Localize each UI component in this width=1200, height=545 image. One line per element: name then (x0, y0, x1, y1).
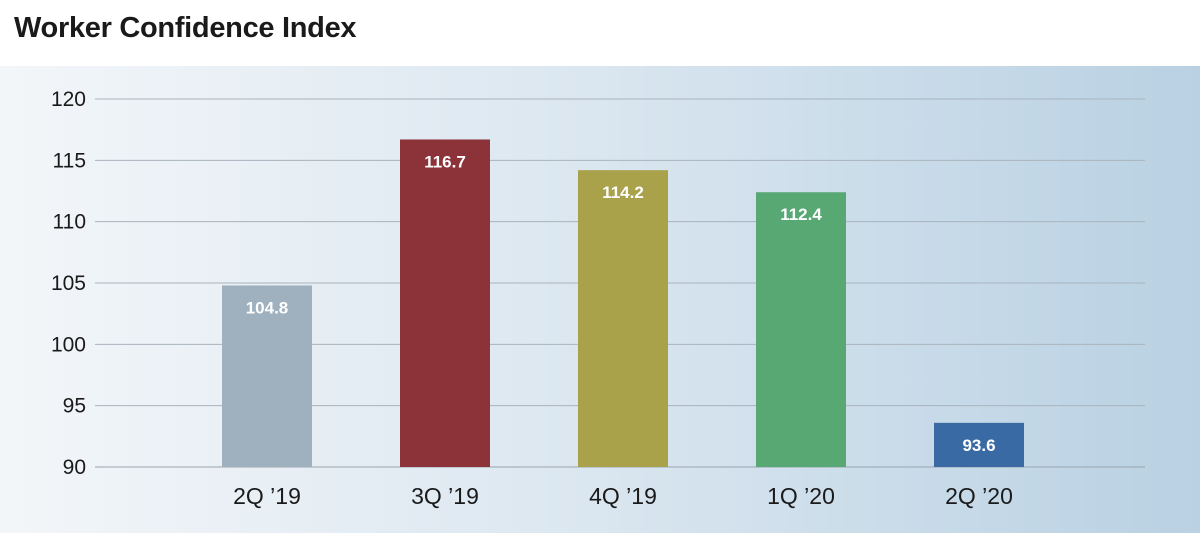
y-tick-label: 115 (53, 149, 86, 172)
x-category-label: 3Q ’19 (411, 483, 479, 509)
bar-value-label: 112.4 (780, 205, 822, 224)
bar (934, 422, 1024, 467)
bar (400, 139, 490, 468)
chart-title: Worker Confidence Index (14, 12, 357, 44)
bar-value-label: 104.8 (246, 298, 289, 317)
y-tick-label: 120 (51, 88, 86, 111)
y-tick-label: 95 (63, 395, 86, 418)
bar-value-label: 116.7 (424, 152, 466, 171)
bar (578, 170, 668, 467)
y-tick-label: 110 (53, 211, 86, 234)
x-category-label: 1Q ’20 (767, 483, 835, 509)
x-category-label: 2Q ’19 (233, 483, 301, 509)
bar-value-label: 93.6 (962, 436, 995, 455)
bar-value-label: 114.2 (602, 183, 644, 202)
bar (756, 192, 846, 467)
bars: 104.8 116.7 114.2 112.4 93.6 (222, 139, 1024, 468)
bar (222, 285, 312, 467)
x-axis-labels: 2Q ’19 3Q ’19 4Q ’19 1Q ’20 2Q ’20 (233, 483, 1013, 509)
y-axis-ticks: 90 95 100 105 110 115 120 (51, 88, 86, 479)
y-tick-label: 90 (63, 456, 86, 479)
x-category-label: 2Q ’20 (945, 483, 1013, 509)
x-category-label: 4Q ’19 (589, 483, 657, 509)
y-tick-label: 105 (51, 272, 86, 295)
y-tick-label: 100 (51, 333, 86, 356)
